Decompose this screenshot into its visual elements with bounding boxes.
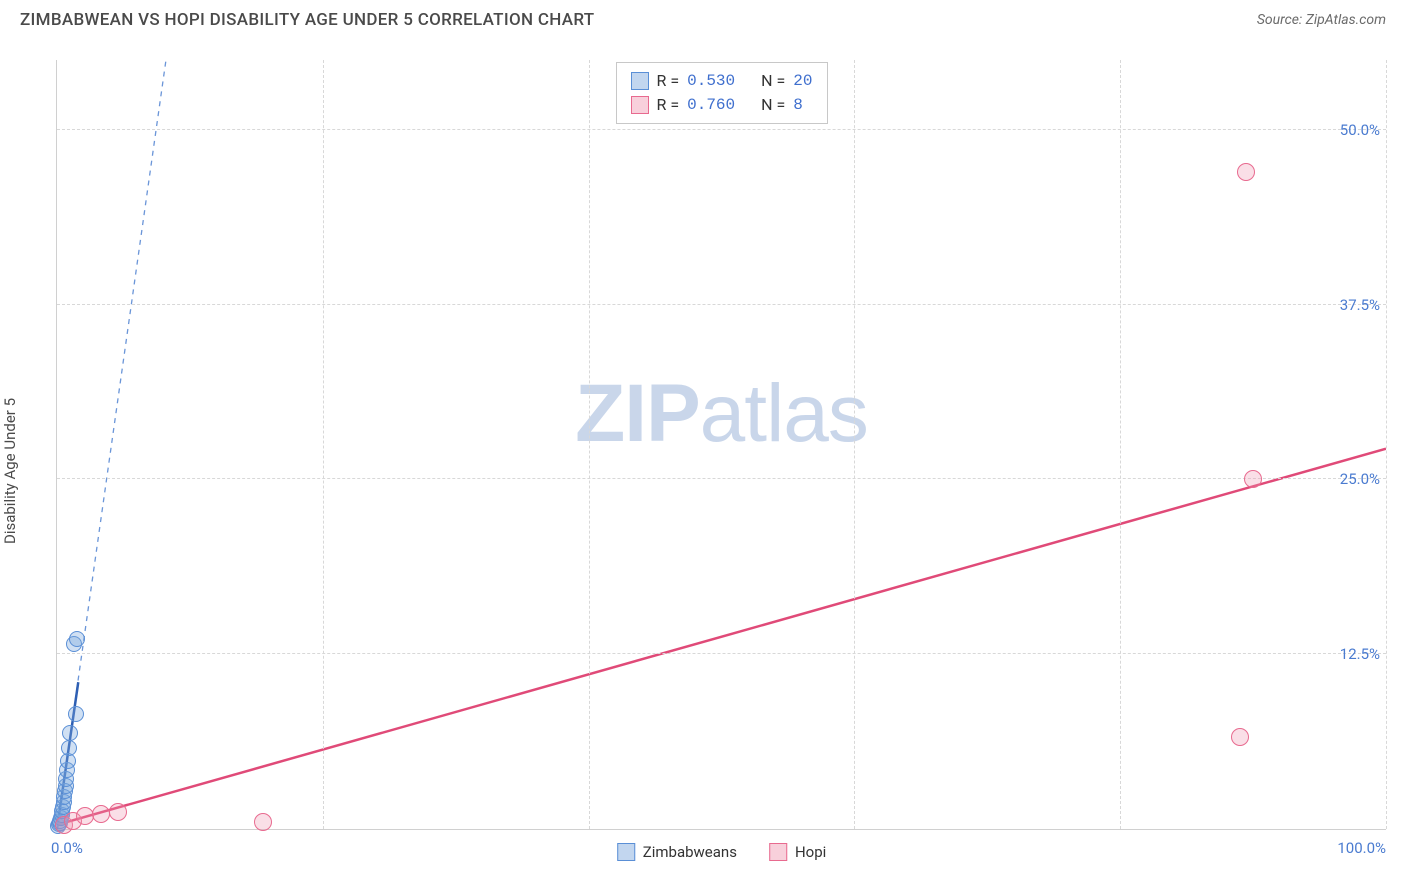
legend: Zimbabweans Hopi	[617, 843, 827, 861]
legend-swatch-icon	[769, 843, 787, 861]
trend-line	[57, 449, 1386, 825]
plot-area: ZIPatlas R =0.530N =20R =0.760N = 8 0.0%…	[56, 60, 1386, 830]
stat-n-value: 8	[793, 93, 803, 117]
stat-r-label: R =	[657, 69, 680, 93]
data-point	[92, 805, 110, 823]
data-point	[109, 803, 127, 821]
watermark: ZIPatlas	[575, 367, 868, 461]
gridline-vertical	[589, 60, 590, 829]
y-tick-label: 12.5%	[1340, 645, 1380, 663]
data-point	[1244, 470, 1262, 488]
y-tick-label: 25.0%	[1340, 470, 1380, 488]
legend-label: Zimbabweans	[643, 843, 737, 861]
x-tick-min: 0.0%	[51, 839, 83, 857]
gridline-vertical	[1386, 60, 1387, 829]
stat-n-label: N =	[761, 93, 785, 117]
legend-label: Hopi	[795, 843, 826, 861]
stat-n-label: N =	[761, 69, 785, 93]
legend-item: Zimbabweans	[617, 843, 737, 861]
source-label: Source: ZipAtlas.com	[1257, 12, 1386, 28]
data-point	[68, 706, 84, 722]
legend-swatch-icon	[631, 96, 649, 114]
gridline-vertical	[1120, 60, 1121, 829]
y-axis-label: Disability Age Under 5	[1, 398, 19, 544]
legend-swatch-icon	[631, 72, 649, 90]
legend-item: Hopi	[769, 843, 826, 861]
y-tick-label: 37.5%	[1340, 296, 1380, 314]
data-point	[1231, 728, 1249, 746]
legend-swatch-icon	[617, 843, 635, 861]
trend-lines-svg	[57, 60, 1386, 829]
correlation-stats-box: R = 0.530 N = 20 R = 0.760 N = 8	[616, 62, 828, 124]
gridline-vertical	[323, 60, 324, 829]
stat-r-value: 0.760	[687, 93, 735, 117]
stat-r-label: R =	[657, 93, 680, 117]
gridline-horizontal	[57, 478, 1386, 479]
watermark-atlas: atlas	[700, 368, 868, 459]
x-tick-max: 100.0%	[1337, 839, 1386, 857]
stat-row: R = 0.760 N = 8	[631, 93, 813, 117]
data-point	[69, 631, 85, 647]
data-point	[1237, 163, 1255, 181]
chart-title: ZIMBABWEAN VS HOPI DISABILITY AGE UNDER …	[20, 10, 594, 30]
gridline-horizontal	[57, 129, 1386, 130]
gridline-vertical	[854, 60, 855, 829]
watermark-zip: ZIP	[575, 368, 700, 459]
data-point	[254, 813, 272, 831]
y-tick-label: 50.0%	[1340, 121, 1380, 139]
gridline-horizontal	[57, 653, 1386, 654]
data-point	[62, 725, 78, 741]
data-point	[61, 740, 77, 756]
stat-n-value: 20	[793, 69, 812, 93]
stat-r-value: 0.530	[687, 69, 735, 93]
chart-container: Disability Age Under 5 ZIPatlas R =0.530…	[20, 46, 1386, 878]
gridline-horizontal	[57, 304, 1386, 305]
stat-row: R = 0.530 N = 20	[631, 69, 813, 93]
